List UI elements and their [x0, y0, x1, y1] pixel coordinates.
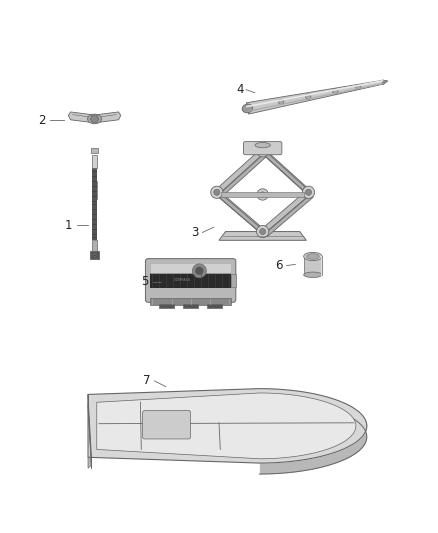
FancyBboxPatch shape [143, 410, 191, 439]
Polygon shape [215, 190, 265, 233]
Bar [150, 273, 231, 288]
Circle shape [305, 189, 311, 195]
Text: 3: 3 [191, 226, 199, 239]
Text: 7: 7 [143, 374, 151, 386]
Bar [92, 168, 97, 240]
Bar [231, 274, 236, 287]
Bar [150, 298, 231, 305]
Text: 2: 2 [39, 114, 46, 127]
Circle shape [257, 189, 268, 200]
Circle shape [211, 186, 223, 198]
Bar [221, 192, 304, 197]
Ellipse shape [93, 254, 96, 256]
Text: 5: 5 [141, 275, 148, 288]
Ellipse shape [307, 254, 319, 259]
Text: 1: 1 [65, 219, 72, 231]
Polygon shape [265, 195, 313, 237]
Bar [159, 304, 174, 309]
Circle shape [257, 225, 269, 238]
Polygon shape [382, 80, 388, 85]
Ellipse shape [242, 104, 253, 113]
Bar [92, 155, 97, 168]
Circle shape [257, 144, 269, 157]
Polygon shape [246, 80, 383, 114]
Ellipse shape [304, 272, 322, 278]
Circle shape [192, 264, 206, 278]
FancyBboxPatch shape [145, 259, 236, 302]
Bar [92, 240, 97, 251]
Bar [90, 251, 99, 259]
Polygon shape [219, 195, 267, 237]
Polygon shape [265, 153, 313, 197]
Text: COMPASS: COMPASS [173, 278, 191, 282]
Bar [207, 304, 223, 309]
Polygon shape [261, 149, 310, 194]
FancyBboxPatch shape [244, 142, 282, 155]
Text: 6: 6 [276, 259, 283, 272]
Circle shape [333, 89, 338, 94]
Circle shape [260, 229, 266, 235]
Polygon shape [88, 389, 367, 463]
Bar [150, 263, 231, 273]
Polygon shape [219, 153, 267, 197]
Bar [304, 256, 322, 275]
Ellipse shape [255, 142, 270, 148]
Polygon shape [98, 112, 121, 123]
Ellipse shape [304, 252, 322, 261]
Polygon shape [88, 394, 92, 468]
Circle shape [214, 189, 220, 195]
Circle shape [306, 94, 311, 99]
Circle shape [195, 267, 203, 275]
Polygon shape [88, 457, 92, 468]
Bar [91, 148, 98, 153]
Polygon shape [215, 149, 265, 194]
Circle shape [279, 99, 284, 104]
Ellipse shape [88, 114, 102, 124]
Polygon shape [68, 112, 91, 123]
Polygon shape [219, 231, 306, 240]
Polygon shape [261, 190, 310, 233]
Circle shape [356, 84, 361, 90]
Text: 4: 4 [236, 83, 244, 96]
Polygon shape [97, 393, 356, 459]
Bar [183, 304, 198, 309]
Bar [92, 181, 97, 199]
Circle shape [302, 186, 314, 198]
Circle shape [260, 148, 266, 154]
Circle shape [260, 192, 265, 197]
Circle shape [91, 115, 99, 123]
